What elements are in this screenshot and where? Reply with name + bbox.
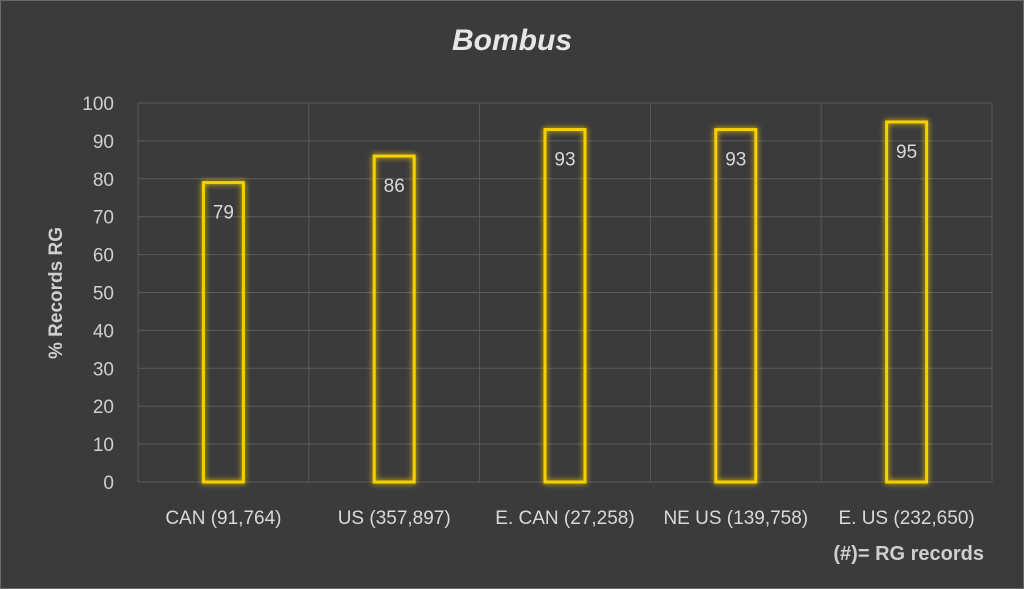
- bar: [714, 128, 758, 484]
- category-label: E. CAN (27,258): [495, 508, 634, 529]
- y-tick-label: 60: [93, 246, 114, 267]
- y-tick-label: 90: [93, 132, 114, 153]
- data-label: 95: [896, 142, 917, 163]
- y-tick-label: 20: [93, 397, 114, 418]
- bar: [885, 120, 929, 484]
- y-tick-label: 30: [93, 359, 114, 380]
- data-label: 93: [725, 150, 746, 171]
- y-tick-label: 80: [93, 170, 114, 191]
- y-tick-labels: 0 10 20 30 40 50 60 70 80 90 100: [82, 94, 114, 494]
- bar: [201, 181, 245, 484]
- category-label: NE US (139,758): [663, 508, 808, 529]
- category-labels: CAN (91,764) US (357,897) E. CAN (27,258) N…: [165, 508, 974, 529]
- bars: [201, 120, 929, 484]
- y-tick-label: 10: [93, 435, 114, 456]
- chart-title: Bombus: [452, 24, 572, 57]
- data-labels: 79 86 93 93 95: [213, 142, 917, 224]
- y-tick-label: 70: [93, 208, 114, 229]
- y-tick-label: 40: [93, 321, 114, 342]
- y-tick-label: 50: [93, 284, 114, 305]
- category-label: E. US (232,650): [838, 508, 974, 529]
- category-label: US (357,897): [338, 508, 451, 529]
- y-tick-label: 0: [103, 473, 114, 494]
- bar: [372, 154, 416, 484]
- data-label: 79: [213, 203, 234, 224]
- footnote: (#)= RG records: [833, 543, 984, 565]
- category-label: CAN (91,764): [165, 508, 281, 529]
- data-label: 93: [554, 150, 575, 171]
- gridlines: [137, 102, 993, 483]
- y-tick-label: 100: [82, 94, 114, 115]
- bar: [543, 128, 587, 484]
- data-label: 86: [384, 176, 405, 197]
